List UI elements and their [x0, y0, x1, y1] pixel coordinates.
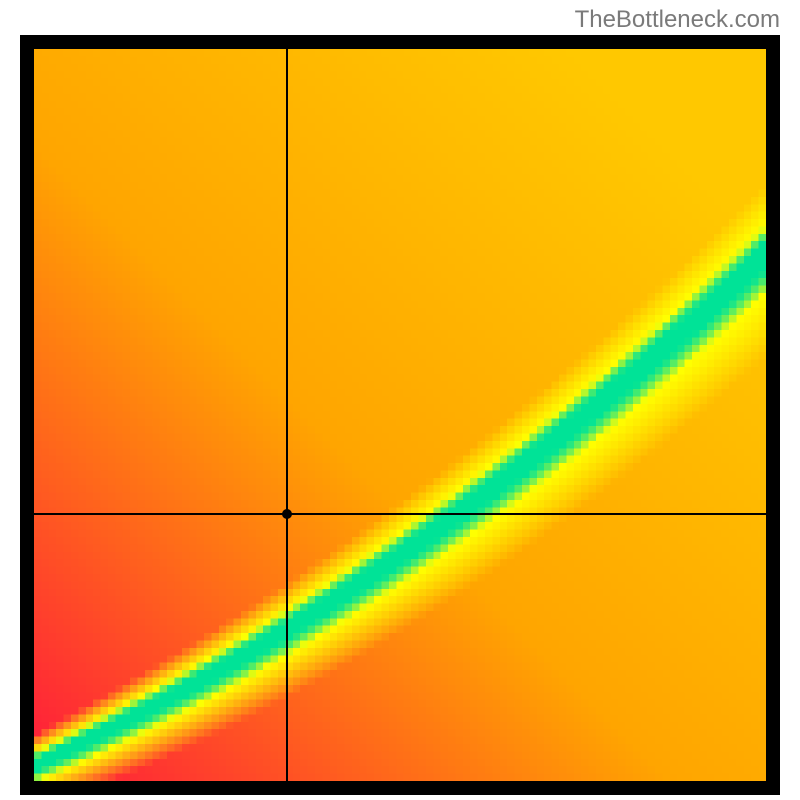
- heatmap-canvas: [34, 49, 766, 781]
- watermark-text: TheBottleneck.com: [575, 6, 780, 34]
- crosshair-horizontal: [34, 513, 766, 515]
- chart-container: TheBottleneck.com: [0, 0, 800, 800]
- crosshair-vertical: [286, 49, 288, 781]
- data-point-marker: [282, 509, 292, 519]
